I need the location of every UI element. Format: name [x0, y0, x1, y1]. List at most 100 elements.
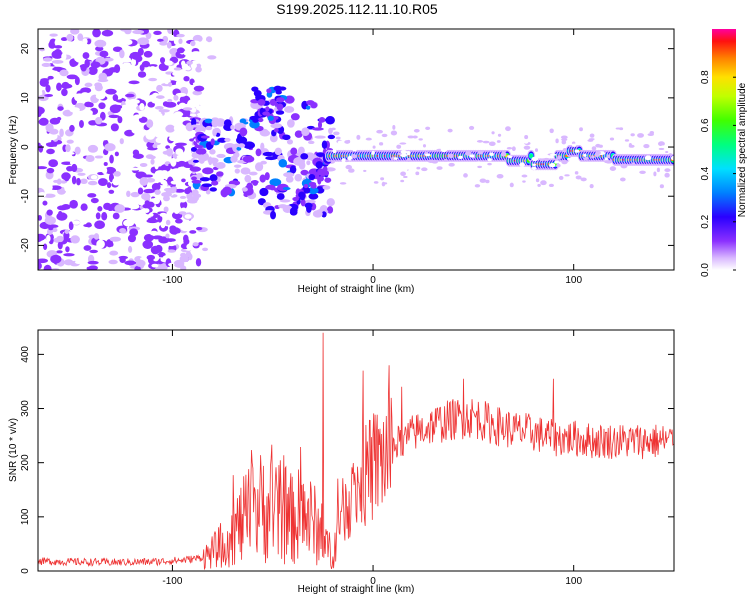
spectrogram-cell: [83, 223, 93, 228]
spectrogram-cell: [74, 56, 85, 63]
spectrogram-cell: [290, 113, 300, 121]
spectrogram-cell: [522, 180, 526, 183]
spectrogram-cell: [390, 130, 398, 136]
colorbar-gradient: [712, 29, 736, 270]
spectrogram-cell: [168, 262, 175, 267]
spectrogram-cell: [556, 163, 561, 168]
spectrogram-cell: [287, 119, 295, 128]
spectrogram-cell: [183, 75, 190, 82]
spectrogram-cell: [76, 177, 81, 186]
spectrogram-cell: [542, 157, 550, 162]
spectrogram-cell: [165, 124, 176, 133]
spectrogram-cell: [571, 143, 577, 147]
spectrogram-cell: [129, 228, 139, 237]
spectrogram-cell: [53, 76, 59, 80]
snr-x-tick-label: 0: [370, 576, 376, 587]
spectrogram-cell: [143, 50, 153, 58]
snr-y-tick-label: 100: [20, 508, 31, 525]
spectrogram-cell: [112, 94, 119, 102]
spectrogram-cell: [180, 224, 193, 232]
spectrogram-cell: [189, 113, 197, 117]
spectrogram-cell: [542, 137, 547, 142]
spectrogram-cell: [114, 151, 119, 157]
spectrogram-cell: [42, 30, 50, 35]
snr-x-tick-label: 100: [565, 576, 582, 587]
spectrogram-cell: [202, 167, 214, 175]
spectrogram-cell: [306, 100, 315, 106]
spectrogram-cell: [356, 134, 361, 140]
spectrogram-cell: [183, 234, 189, 243]
spectrogram-cell: [511, 146, 516, 152]
spectrogram-cell: [540, 180, 547, 186]
spectrogram-cell: [151, 263, 159, 268]
spectrogram-cell: [44, 110, 52, 119]
spectrogram-cell: [108, 189, 115, 194]
spectrogram-cell: [471, 184, 475, 187]
spectrogram-cell: [610, 146, 617, 149]
spectrogram-cell: [262, 111, 270, 116]
spectrogram-cell: [382, 182, 388, 185]
spectrogram-cell: [175, 92, 187, 97]
spectrogram-cell: [216, 171, 224, 177]
spectrogram-cell: [532, 163, 537, 167]
spectrogram-cell: [108, 259, 118, 265]
spectrogram-cell: [348, 168, 355, 173]
spectrogram-cell: [63, 173, 70, 182]
spectrogram-cell: [634, 182, 640, 186]
spectrogram-cell: [403, 175, 408, 179]
colorbar-tick-label: 0.6: [700, 118, 711, 132]
snr-series-line: [38, 332, 674, 571]
spectrogram-cell: [109, 236, 122, 242]
spectrogram-cell: [515, 180, 520, 185]
spectrogram-cell: [664, 172, 670, 178]
spectrogram-cell: [144, 200, 150, 207]
spectrogram-cell: [42, 200, 48, 206]
spectrogram-cell: [215, 162, 226, 169]
spectrogram-cell: [507, 155, 513, 159]
spectrogram-cell: [97, 178, 108, 187]
spectrogram-cell: [204, 118, 213, 124]
spectrogram-cell: [38, 262, 42, 270]
spectrogram-cell: [128, 55, 141, 59]
spectrogram-cell: [500, 151, 507, 157]
spectrogram-cell: [307, 187, 319, 195]
spectrogram-cell: [118, 255, 128, 260]
spectrogram-cell: [142, 240, 154, 249]
spectrogram-cell: [143, 233, 155, 242]
spectrogram-cell: [45, 142, 57, 148]
spectrogram-cell: [534, 148, 539, 152]
spectrogram-cell: [418, 138, 423, 141]
spectrogram-cell: [650, 137, 658, 142]
spectrogram-cell: [210, 138, 215, 146]
spectrogram-cell: [523, 130, 529, 135]
spectrogram-cell: [185, 251, 192, 258]
spectrogram-cell: [104, 166, 117, 175]
spectrogram-cell: [106, 182, 112, 189]
spectrogram-cell: [554, 146, 561, 150]
spectrogram-cell: [664, 168, 671, 173]
spectrogram-cell: [160, 219, 166, 229]
spectrogram-cell: [169, 227, 181, 235]
spectrogram-cell: [209, 174, 218, 182]
spectrogram-cell: [200, 135, 210, 139]
spectrogram-cell: [157, 266, 168, 270]
spectrogram-cell: [191, 179, 202, 184]
spectrogram-cell: [188, 220, 198, 228]
spectrogram-cell: [480, 138, 486, 141]
spectrogram-cell: [127, 234, 136, 243]
spectrogram-cell: [276, 97, 285, 103]
spectrogram-cell: [45, 123, 54, 133]
spectrogram-cell: [354, 142, 362, 146]
spectrogram-cell: [269, 133, 278, 143]
spectrogram-cell: [331, 142, 337, 145]
spectrogram-cell: [318, 176, 324, 182]
spectrogram-cell: [326, 198, 335, 207]
spectrogram-cell: [474, 184, 481, 188]
spectrogram-cell: [668, 153, 673, 156]
spectrogram-cell: [449, 139, 454, 145]
spectrogram-cell: [378, 142, 384, 146]
spectrogram-cell: [104, 143, 116, 152]
spectrogram-cell: [141, 60, 151, 68]
spectrogram-cell: [42, 57, 53, 62]
